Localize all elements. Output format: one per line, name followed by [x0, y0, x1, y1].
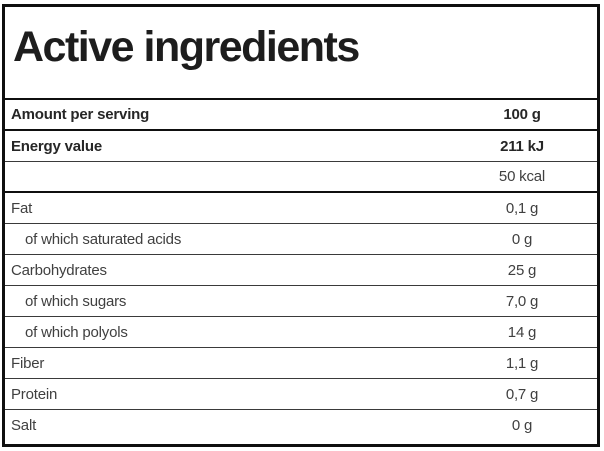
row-amount-per-serving: Amount per serving 100 g — [5, 100, 597, 131]
row-value: 25 g — [507, 261, 537, 279]
row-value: 211 kJ — [500, 137, 544, 155]
row-label: Fiber — [11, 354, 45, 372]
row-label: of which saturated acids — [25, 230, 182, 248]
row-label: Fat — [11, 199, 33, 217]
row-protein: Protein 0,7 g — [5, 379, 597, 410]
row-energy-kj: Energy value 211 kJ — [5, 131, 597, 162]
row-saturated-acids: of which saturated acids 0 g — [5, 224, 597, 255]
row-sugars: of which sugars 7,0 g — [5, 286, 597, 317]
row-fiber: Fiber 1,1 g — [5, 348, 597, 379]
row-label: Amount per serving — [11, 106, 150, 123]
row-value: 0,1 g — [505, 199, 539, 217]
row-value: 7,0 g — [505, 292, 539, 310]
row-value: 50 kcal — [498, 168, 546, 185]
row-value: 0 g — [511, 417, 533, 434]
row-label: Energy value — [11, 137, 102, 155]
row-label: Salt — [11, 417, 37, 434]
row-label: Carbohydrates — [11, 261, 107, 279]
row-label: Protein — [11, 385, 58, 403]
row-value: 0 g — [511, 230, 533, 248]
row-label: of which polyols — [25, 323, 128, 341]
row-polyols: of which polyols 14 g — [5, 317, 597, 348]
nutrition-facts-panel: Active ingredients Amount per serving 10… — [2, 4, 600, 447]
panel-title: Active ingredients — [13, 23, 360, 71]
row-value: 100 g — [503, 106, 541, 123]
row-value: 14 g — [507, 323, 537, 341]
panel-title-section: Active ingredients — [5, 7, 597, 100]
row-energy-kcal: 50 kcal — [5, 162, 597, 193]
row-fat: Fat 0,1 g — [5, 193, 597, 224]
row-label: of which sugars — [25, 292, 127, 310]
row-value: 1,1 g — [505, 354, 539, 372]
row-carbohydrates: Carbohydrates 25 g — [5, 255, 597, 286]
row-salt: Salt 0 g — [5, 410, 597, 441]
row-value: 0,7 g — [505, 385, 539, 403]
